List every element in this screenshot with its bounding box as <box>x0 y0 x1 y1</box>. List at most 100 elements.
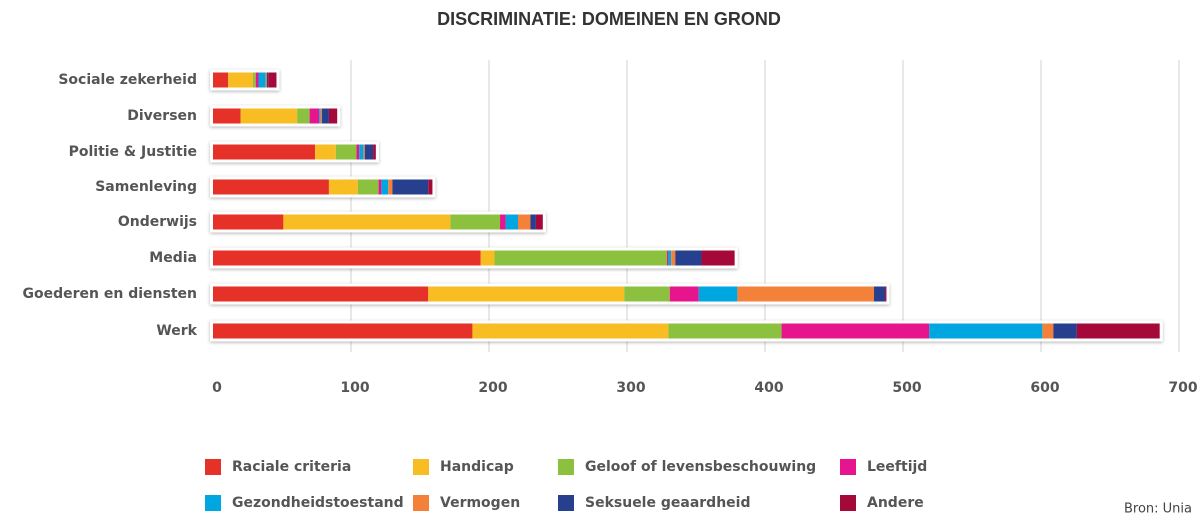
y-tick-label: Sociale zekerheid <box>58 72 197 88</box>
bar-segment <box>378 179 382 195</box>
bar-segment <box>363 144 365 160</box>
bar-segment <box>357 179 379 195</box>
bar-segment <box>1076 323 1160 339</box>
y-tick-label: Politie & Justitie <box>69 144 197 160</box>
bar-segment <box>240 108 298 124</box>
legend-swatch <box>205 495 221 511</box>
bar-segment <box>737 286 875 302</box>
legend-item: Andere <box>840 495 924 511</box>
bar-segment <box>213 250 481 266</box>
legend-item: Raciale criteria <box>205 459 351 475</box>
bar-segment <box>258 72 266 88</box>
legend-label: Leeftijd <box>867 459 927 475</box>
bar-segment <box>494 250 668 266</box>
bar-segment <box>359 144 364 160</box>
bar-segment <box>213 144 316 160</box>
bar-segment <box>364 144 374 160</box>
legend-label: Andere <box>867 495 924 511</box>
legend-swatch <box>413 459 429 475</box>
bar-segment <box>392 179 429 195</box>
bar-segment <box>213 286 429 302</box>
chart-title: DISCRIMINATIE: DOMEINEN EN GROND <box>437 9 781 29</box>
bar-segment <box>213 323 473 339</box>
bar-segment <box>530 214 536 230</box>
bar-segment <box>428 179 433 195</box>
legend-item: Vermogen <box>413 495 520 511</box>
x-tick-label: 0 <box>212 380 222 396</box>
bar-segment <box>929 323 1043 339</box>
bar-segment <box>624 286 670 302</box>
bar-segment <box>517 214 531 230</box>
bar-segment <box>297 108 310 124</box>
bar-segment <box>356 144 360 160</box>
x-tick-label: 200 <box>478 380 507 396</box>
legend-label: Geloof of levensbeschouwing <box>585 459 816 475</box>
legend-label: Raciale criteria <box>232 459 351 475</box>
bar-segment <box>213 179 329 195</box>
bar-segment <box>213 72 229 88</box>
x-tick-label: 300 <box>616 380 645 396</box>
bar-segment <box>1053 323 1077 339</box>
bar-segment <box>885 286 887 302</box>
x-tick-label: 100 <box>340 380 369 396</box>
bar-segment <box>266 72 269 88</box>
bar-segment <box>668 323 782 339</box>
bar-segment <box>388 179 393 195</box>
bar-segment <box>500 214 506 230</box>
bar-segment <box>480 250 495 266</box>
bar-segment <box>373 144 376 160</box>
bar-segment <box>428 286 625 302</box>
bar-segment <box>671 250 676 266</box>
bar-segment <box>328 108 338 124</box>
bar-segment <box>698 286 738 302</box>
bar-segment <box>265 72 267 88</box>
legend-swatch <box>840 495 856 511</box>
bar-segment <box>315 144 336 160</box>
bar-segment <box>328 179 358 195</box>
legend-label: Vermogen <box>440 495 520 511</box>
bar-segment <box>320 108 323 124</box>
bar-segment <box>283 214 451 230</box>
legend-item: Leeftijd <box>840 459 927 475</box>
legend-swatch <box>558 495 574 511</box>
bar-segment <box>472 323 669 339</box>
legend-swatch <box>840 459 856 475</box>
source: Bron: Unia <box>1124 502 1192 517</box>
bar-segment <box>450 214 501 230</box>
bar-segment <box>335 144 357 160</box>
bar-segment <box>319 108 321 124</box>
bar-segment <box>1042 323 1054 339</box>
bar-segment <box>505 214 518 230</box>
legend-swatch <box>205 459 221 475</box>
legend-item: Gezondheidstoestand <box>205 495 404 511</box>
x-tick-label: 400 <box>754 380 783 396</box>
bar-segment <box>675 250 702 266</box>
y-tick-label: Media <box>149 250 197 266</box>
x-tick-label: 700 <box>1168 380 1197 396</box>
bar-segment <box>309 108 320 124</box>
bar-segment <box>213 214 284 230</box>
legend-swatch <box>413 495 429 511</box>
y-tick-label: Werk <box>156 323 197 339</box>
y-tick-label: Samenleving <box>95 179 197 195</box>
x-tick-label: 600 <box>1030 380 1059 396</box>
bar-segment <box>268 72 277 88</box>
bar-segment <box>874 286 886 302</box>
bar-segment <box>253 72 256 88</box>
bar-segment <box>667 250 669 266</box>
bar-segment <box>781 323 930 339</box>
y-tick-label: Diversen <box>127 108 197 124</box>
bar-segment <box>381 179 389 195</box>
legend-label: Handicap <box>440 459 514 475</box>
bar-segment <box>701 250 735 266</box>
bar-segment <box>213 108 241 124</box>
bar-segment <box>535 214 543 230</box>
bar-segment <box>669 286 699 302</box>
legend-label: Gezondheidstoestand <box>232 495 404 511</box>
legend-swatch <box>558 459 574 475</box>
bar-segment <box>668 250 672 266</box>
bar-segment <box>255 72 259 88</box>
x-tick-label: 500 <box>892 380 921 396</box>
legend-item: Seksuele geaardheid <box>558 495 750 511</box>
